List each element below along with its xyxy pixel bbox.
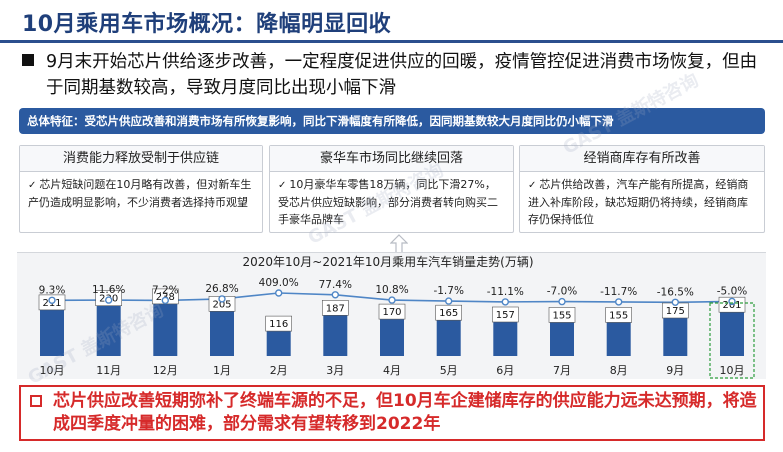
- x-tick-label: 4月: [383, 364, 401, 377]
- x-tick-label: 9月: [666, 364, 684, 377]
- sales-value-label: 155: [609, 310, 628, 321]
- sales-bar: [493, 321, 518, 356]
- yoy-label: -1.7%: [433, 285, 463, 297]
- yoy-point: [558, 297, 566, 306]
- card-title: 经销商库存有所改善: [520, 146, 764, 172]
- sales-value-label: 155: [552, 310, 571, 321]
- feature-banner: 总体特征：受芯片供应改善和消费市场有所恢复影响，同比下滑幅度有所降低，因同期基数…: [19, 108, 765, 134]
- yoy-point: [331, 291, 339, 299]
- sales-bar: [663, 317, 688, 356]
- feature-text: 总体特征：受芯片供应改善和消费市场有所恢复影响，同比下滑幅度有所降低，因同期基数…: [27, 114, 614, 128]
- value-label-box: [265, 315, 292, 332]
- card-text: 芯片供给改善，汽车产能有所提高，经销商进入补库阶段，缺芯短期仍将持续，经销商库存…: [528, 178, 749, 226]
- x-tick-label: 10月: [720, 364, 745, 377]
- yoy-label: 9.3%: [39, 284, 66, 296]
- card-luxury: 豪华车市场同比继续回落 ✓ 10月豪华车零售18万辆，同比下滑27%，受芯片供应短…: [269, 145, 514, 233]
- chart-title: 2020年10月~2021年10月乘用车汽车销量走势(万辆): [242, 254, 533, 269]
- sales-bar: [436, 319, 461, 356]
- yoy-label: 26.8%: [205, 283, 238, 295]
- card-title: 消费能力释放受制于供应链: [20, 146, 262, 172]
- x-tick-label: 11月: [96, 364, 121, 377]
- x-tick-label: 12月: [153, 364, 178, 377]
- value-label-box: [605, 307, 633, 323]
- sales-bar: [720, 311, 744, 356]
- yoy-label: -7.0%: [547, 286, 577, 298]
- yoy-label: -5.0%: [717, 285, 747, 297]
- yoy-point: [275, 289, 283, 297]
- value-label-box: [548, 307, 576, 323]
- card-title: 豪华车市场同比继续回落: [270, 146, 513, 172]
- sales-bar: [323, 314, 348, 356]
- value-label-box: [321, 299, 349, 316]
- sales-bar: [153, 302, 178, 356]
- yoy-label: 7.2%: [152, 284, 179, 296]
- sales-value-label: 157: [496, 310, 515, 321]
- card-text: 10月豪华车零售18万辆，同比下滑27%，受芯片供应短缺影响，部分消费者转向购买…: [278, 178, 498, 226]
- hollow-square-icon: [30, 395, 42, 407]
- check-icon: ✓: [28, 180, 37, 191]
- conclusion-box: 芯片供应改善短期弥补了终端车源的不足，但10月车企建储库存的供应能力远未达预期，…: [19, 385, 765, 441]
- sales-value-label: 187: [326, 303, 345, 314]
- card-body: ✓ 芯片供给改善，汽车产能有所提高，经销商进入补库阶段，缺芯短期仍将持续，经销商库…: [520, 172, 764, 228]
- card-body: ✓ 10月豪华车零售18万辆，同比下滑27%，受芯片供应短缺影响，部分消费者转向购…: [270, 172, 513, 228]
- yoy-label: 77.4%: [319, 279, 352, 291]
- card-body: ✓ 芯片短缺问题在10月略有改善，但对新车生产仍造成明显影响，不少消费者选择持币观…: [20, 172, 262, 211]
- yoy-point: [671, 298, 679, 306]
- value-label-box: [435, 304, 463, 321]
- sales-bar: [96, 304, 121, 356]
- sales-value-label: 116: [269, 319, 288, 330]
- summary-text: 9月末开始芯片供给逐步改善，一定程度促进供应的回暖，疫情管控促进消费市场恢复，但…: [46, 52, 758, 98]
- x-tick-label: 2月: [270, 364, 288, 377]
- x-tick-label: 7月: [553, 364, 571, 377]
- check-icon: ✓: [278, 180, 287, 191]
- yoy-label: 10.8%: [375, 284, 408, 296]
- sales-value-label: 205: [212, 299, 231, 310]
- x-tick-label: 5月: [440, 364, 458, 377]
- sales-value-label: 165: [439, 308, 458, 319]
- sales-chart-panel: 2020年10月~2021年10月乘用车汽车销量走势(万辆)21110月9.3%…: [17, 252, 766, 379]
- card-consumption: 消费能力释放受制于供应链 ✓ 芯片短缺问题在10月略有改善，但对新车生产仍造成明显…: [19, 145, 263, 233]
- yoy-point: [104, 296, 113, 304]
- highlight-box: [709, 302, 755, 379]
- sales-value-label: 170: [382, 307, 401, 318]
- page-title: 10月乘用车市场概况：降幅明显回收: [22, 12, 392, 37]
- yoy-point: [161, 296, 170, 305]
- yoy-label: 409.0%: [259, 277, 299, 289]
- x-tick-label: 8月: [610, 364, 628, 377]
- x-tick-label: 1月: [213, 364, 231, 377]
- x-tick-label: 3月: [326, 364, 344, 377]
- sales-bar: [40, 308, 64, 356]
- square-bullet-icon: [22, 54, 34, 66]
- check-icon: ✓: [528, 180, 537, 191]
- value-label-box: [378, 303, 406, 320]
- sales-bar: [606, 321, 631, 356]
- card-inventory: 经销商库存有所改善 ✓ 芯片供给改善，汽车产能有所提高，经销商进入补库阶段，缺芯短…: [519, 145, 765, 233]
- yoy-label: 11.6%: [92, 284, 125, 296]
- yoy-point: [445, 297, 453, 305]
- x-tick-label: 10月: [40, 364, 65, 377]
- sales-value-label: 175: [666, 306, 685, 317]
- sales-bar: [380, 318, 404, 356]
- sales-chart: 2020年10月~2021年10月乘用车汽车销量走势(万辆)21110月9.3%…: [39, 254, 755, 379]
- yoy-label: -11.7%: [600, 286, 637, 298]
- sales-bar: [266, 330, 291, 356]
- title-divider: [0, 40, 783, 43]
- up-arrow-icon: [390, 234, 408, 254]
- x-tick-label: 6月: [496, 364, 514, 377]
- yoy-point: [501, 298, 509, 306]
- yoy-point: [615, 298, 623, 306]
- yoy-point: [218, 295, 226, 303]
- value-label-box: [491, 306, 519, 323]
- yoy-point: [388, 296, 396, 304]
- yoy-label: -11.1%: [487, 286, 524, 298]
- sales-bar: [210, 310, 234, 356]
- sales-value-label: 201: [722, 300, 741, 311]
- card-text: 芯片短缺问题在10月略有改善，但对新车生产仍造成明显影响，不少消费者选择持币观望: [28, 178, 252, 209]
- yoy-point: [48, 296, 56, 304]
- sales-bar: [550, 321, 574, 356]
- conclusion-text: 芯片供应改善短期弥补了终端车源的不足，但10月车企建储库存的供应能力远未达预期，…: [53, 391, 757, 434]
- yoy-label: -16.5%: [657, 286, 694, 298]
